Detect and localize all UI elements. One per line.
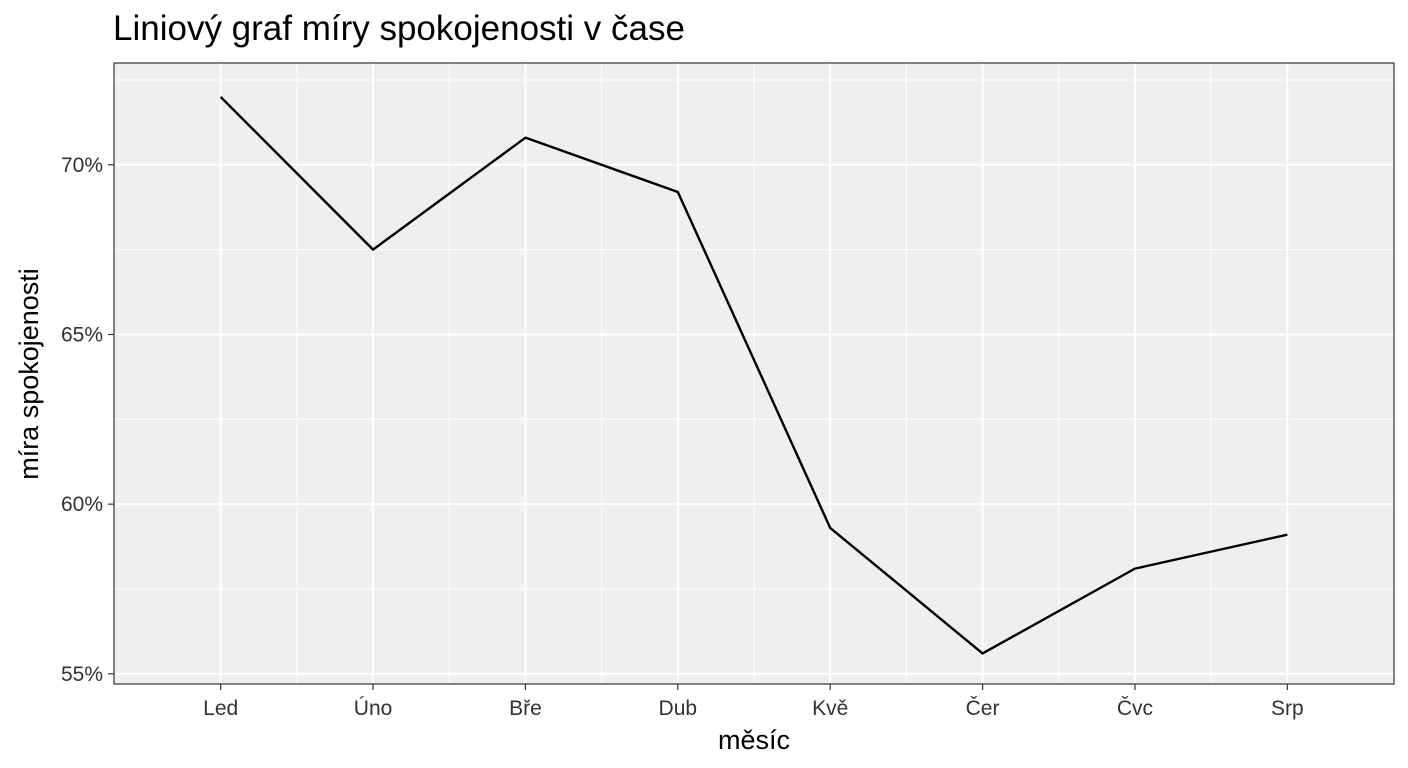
x-tick-label: Srp	[1271, 697, 1304, 720]
y-axis-ticks: 55% 60% 65% 70%	[61, 154, 114, 686]
plot-border	[113, 62, 1395, 685]
chart-title: Liniový graf míry spokojenosti v čase	[113, 9, 685, 48]
x-tick-label: Úno	[354, 697, 393, 720]
x-tick-label: Led	[203, 697, 238, 720]
x-tick-label: Dub	[659, 697, 698, 720]
y-tick-label: 70%	[61, 154, 103, 177]
x-axis-title: měsíc	[718, 725, 790, 755]
major-gridlines	[114, 63, 1394, 684]
x-tick-label: Čvc	[1117, 697, 1153, 720]
satisfaction-line	[219, 96, 1288, 655]
y-tick-label: 60%	[61, 493, 103, 516]
y-tick-label: 55%	[61, 663, 103, 686]
minor-gridlines	[114, 63, 1394, 684]
x-tick-label: Bře	[509, 697, 542, 720]
y-tick-label: 65%	[61, 323, 103, 346]
x-tick-label: Kvě	[812, 697, 848, 720]
x-axis-ticks: Led Úno Bře Dub Kvě Čer Čvc Srp	[203, 684, 1304, 720]
x-tick-label: Čer	[966, 697, 1000, 720]
y-axis-title: míra spokojenosti	[14, 268, 44, 480]
